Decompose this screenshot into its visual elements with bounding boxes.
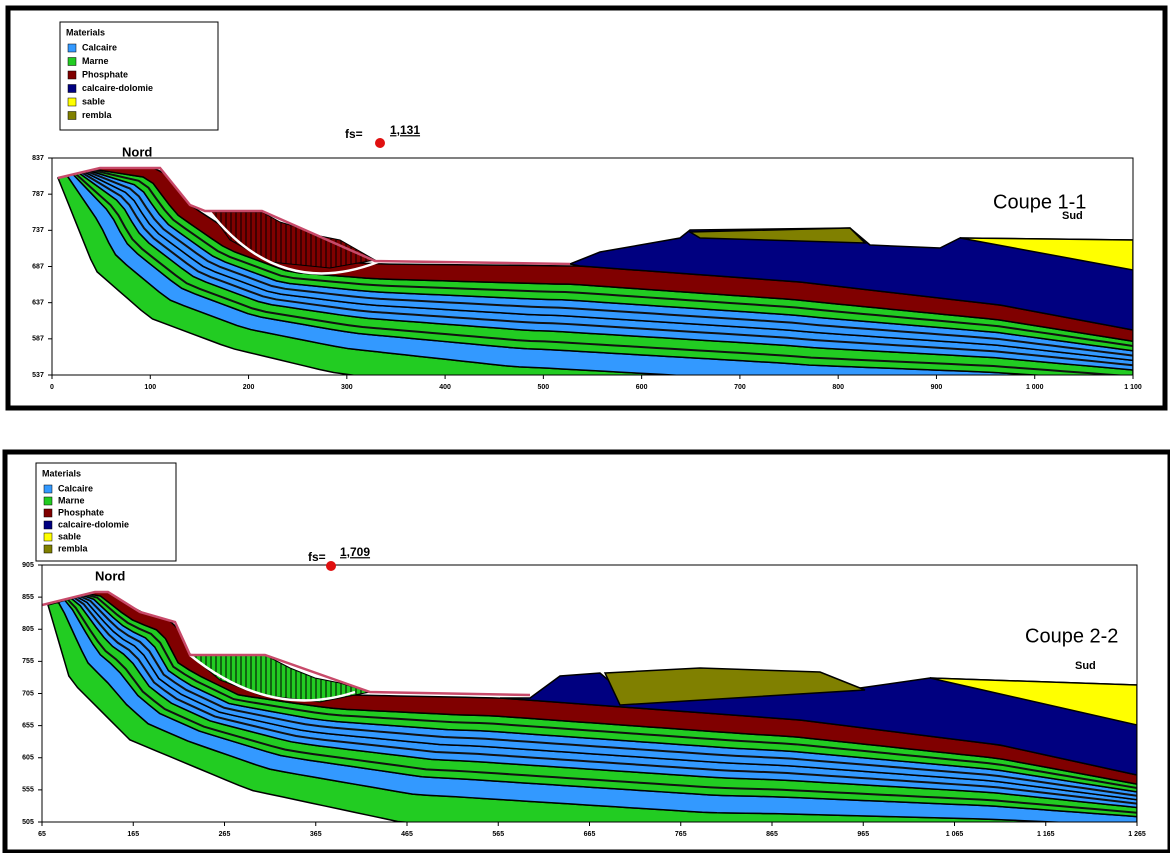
fs-value: 1,131 — [390, 123, 420, 137]
x-tick-label: 1 065 — [946, 831, 964, 838]
legend-label: calcaire-dolomie — [58, 519, 129, 529]
legend-label: Calcaire — [58, 483, 93, 493]
fs-label: fs= — [308, 550, 326, 564]
legend-swatch — [44, 497, 52, 505]
fs-marker — [326, 561, 336, 571]
x-tick-label: 965 — [857, 831, 869, 838]
x-tick-label: 900 — [931, 384, 943, 391]
x-tick-label: 865 — [766, 831, 778, 838]
legend-label: rembla — [58, 543, 89, 553]
x-tick-label: 800 — [832, 384, 844, 391]
x-tick-label: 665 — [584, 831, 596, 838]
x-tick-label: 1 265 — [1128, 831, 1146, 838]
legend-swatch — [44, 509, 52, 517]
x-tick-label: 565 — [492, 831, 504, 838]
x-tick-label: 1 165 — [1037, 831, 1055, 838]
legend-label: calcaire-dolomie — [82, 83, 153, 93]
x-tick-label: 365 — [310, 831, 322, 838]
page: 837 787 737 687 637 587 537 0 100 200 300 400 500 600… — [0, 0, 1170, 858]
y-tick-label: 837 — [32, 155, 44, 162]
y-tick-label: 687 — [32, 263, 44, 270]
legend-swatch — [44, 545, 52, 553]
y-tick-label: 905 — [22, 562, 34, 569]
legend-label: Marne — [82, 56, 109, 66]
y-tick-label: 655 — [22, 722, 34, 729]
x-tick-label: 265 — [219, 831, 231, 838]
south-label: Sud — [1075, 660, 1096, 672]
x-tick-label: 700 — [734, 384, 746, 391]
section-label: Coupe 2-2 — [1025, 625, 1118, 647]
legend-label: Phosphate — [58, 507, 104, 517]
legend-label: rembla — [82, 110, 113, 120]
legend-label: Calcaire — [82, 42, 117, 52]
y-tick-label: 537 — [32, 372, 44, 379]
x-tick-label: 1 000 — [1026, 384, 1044, 391]
x-tick-label: 100 — [144, 384, 156, 391]
figure: 837 787 737 687 637 587 537 0 100 200 300 400 500 600… — [0, 0, 1170, 853]
legend-label: Phosphate — [82, 69, 128, 79]
legend-swatch — [44, 533, 52, 541]
y-tick-label: 587 — [32, 336, 44, 343]
panel: 837 787 737 687 637 587 537 0 100 200 300 400 500 600… — [8, 8, 1165, 410]
fs-value: 1,709 — [340, 545, 370, 559]
x-tick-label: 200 — [243, 384, 255, 391]
legend-label: sable — [82, 96, 105, 106]
y-tick-label: 855 — [22, 594, 34, 601]
x-tick-label: 765 — [675, 831, 687, 838]
x-tick-label: 0 — [50, 384, 54, 391]
y-tick-label: 755 — [22, 658, 34, 665]
legend-label: Marne — [58, 495, 85, 505]
south-label: Sud — [1062, 210, 1083, 222]
north-label: Nord — [95, 568, 125, 583]
x-tick-label: 500 — [538, 384, 550, 391]
legend-swatch — [68, 44, 76, 52]
fs-marker — [375, 138, 385, 148]
y-tick-label: 737 — [32, 227, 44, 234]
legend-swatch — [68, 112, 76, 120]
panel: 905 855 805 755 705 655 605 555 505 65 165 265 365 46… — [5, 452, 1170, 852]
y-tick-label: 555 — [22, 787, 34, 794]
y-tick-label: 505 — [22, 819, 34, 826]
legend-label: sable — [58, 531, 81, 541]
x-tick-label: 65 — [38, 831, 46, 838]
legend-title: Materials — [66, 27, 105, 37]
fs-label: fs= — [345, 127, 363, 141]
x-tick-label: 400 — [439, 384, 451, 391]
y-tick-label: 637 — [32, 300, 44, 307]
x-tick-label: 465 — [401, 831, 413, 838]
legend-title: Materials — [42, 468, 81, 478]
legend-swatch — [44, 521, 52, 529]
x-tick-label: 1 100 — [1124, 384, 1142, 391]
y-tick-label: 805 — [22, 626, 34, 633]
x-tick-label: 600 — [636, 384, 648, 391]
x-tick-label: 165 — [127, 831, 139, 838]
y-tick-label: 605 — [22, 755, 34, 762]
legend-swatch — [44, 485, 52, 493]
legend-swatch — [68, 71, 76, 79]
y-tick-label: 787 — [32, 191, 44, 198]
y-tick-label: 705 — [22, 690, 34, 697]
x-tick-label: 300 — [341, 384, 353, 391]
legend-swatch — [68, 98, 76, 106]
legend-swatch — [68, 85, 76, 93]
north-label: Nord — [122, 144, 152, 159]
legend-swatch — [68, 58, 76, 66]
